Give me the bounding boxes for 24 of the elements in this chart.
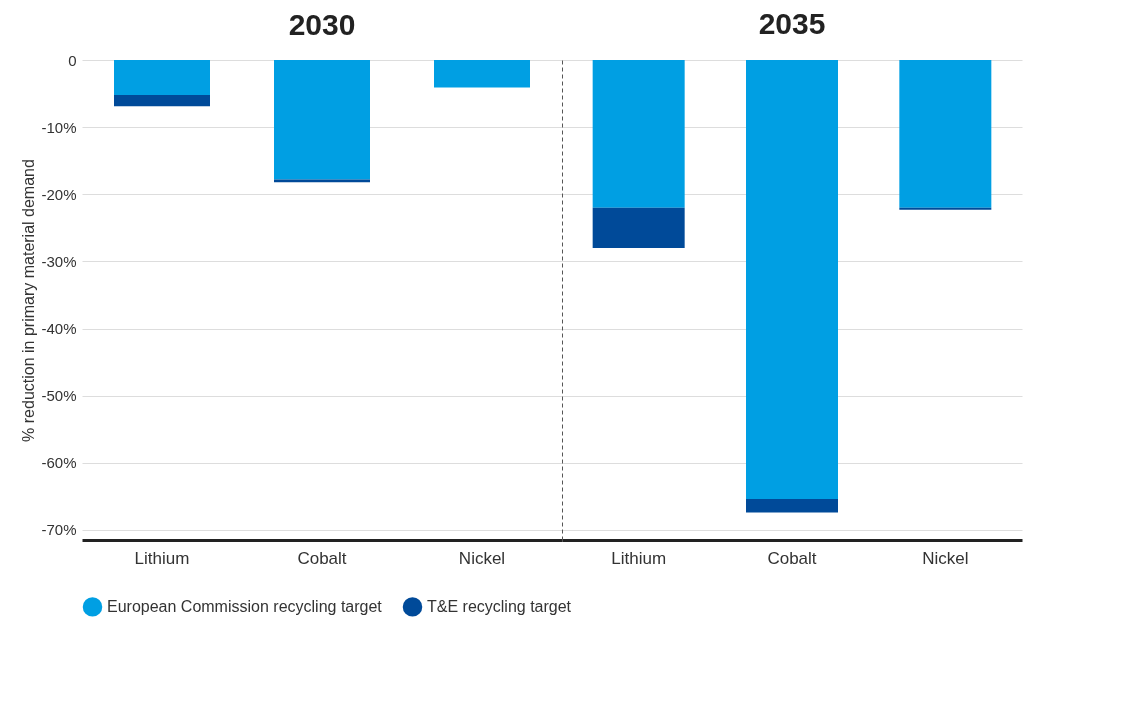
x-tick-label: Nickel	[458, 548, 506, 568]
legend-label: European Commission recycling target	[107, 597, 383, 615]
y-tick-label: 0	[68, 51, 77, 69]
bar	[274, 60, 370, 180]
y-tick-label: -50%	[41, 387, 77, 405]
y-tick-label: -70%	[41, 521, 77, 539]
chart-title: 2035	[758, 7, 826, 40]
y-axis-title: % reduction in primary material demand	[20, 159, 38, 442]
bar	[434, 60, 530, 88]
bar	[114, 60, 210, 95]
y-tick-label: -10%	[41, 118, 77, 136]
bar	[274, 179, 370, 183]
x-tick-label: Cobalt	[297, 548, 347, 568]
x-tick-label: Lithium	[611, 548, 667, 568]
legend-label: T&E recycling target	[427, 597, 572, 615]
y-tick-label: -60%	[41, 454, 77, 472]
bar	[114, 94, 210, 107]
x-tick-label: Lithium	[134, 548, 190, 568]
chart-title: 2030	[288, 8, 356, 41]
y-tick-label: -40%	[41, 320, 77, 338]
y-tick-label: -30%	[41, 252, 77, 270]
y-tick-label: -20%	[41, 185, 77, 203]
x-tick-label: Nickel	[922, 548, 969, 568]
x-tick-label: Cobalt	[767, 548, 817, 568]
